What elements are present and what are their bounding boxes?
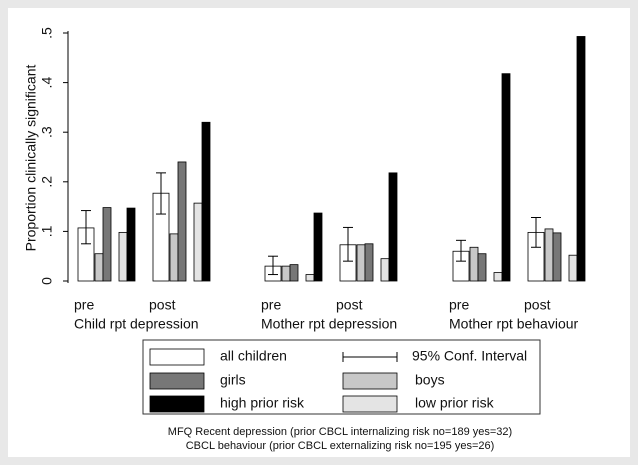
x-tick-label: pre [74, 297, 94, 313]
bar [552, 232, 562, 282]
bar [568, 254, 578, 282]
legend-swatch [342, 372, 398, 390]
legend-label: boys [415, 372, 445, 388]
x-tick-label: post [336, 297, 363, 313]
bar [544, 228, 554, 282]
bar [388, 172, 398, 282]
x-tick-label: post [524, 297, 551, 313]
bar [201, 121, 211, 282]
bar [493, 272, 503, 282]
note: MFQ Recent depression (prior CBCL intern… [168, 426, 512, 438]
legend-box [142, 339, 541, 415]
bar [193, 202, 203, 282]
bar [102, 207, 112, 282]
bar [126, 207, 136, 282]
bar [281, 265, 291, 282]
bar [289, 264, 299, 282]
bar [380, 258, 390, 282]
bar [94, 253, 104, 282]
legend-label: low prior risk [415, 395, 495, 411]
y-axis-label: Proportion clinically significant [23, 65, 39, 252]
bar [177, 161, 187, 282]
bar [469, 246, 479, 282]
y-tick-label: .5 [39, 27, 55, 39]
legend-swatch [342, 395, 398, 413]
group-label: Mother rpt depression [261, 316, 397, 332]
group-label: Mother rpt behaviour [449, 316, 579, 332]
x-tick-label: pre [261, 297, 281, 313]
bar [118, 231, 128, 282]
bar [576, 36, 586, 282]
y-tick-label: 0 [39, 277, 55, 285]
legend-label: girls [220, 372, 246, 388]
y-tick-label: .1 [39, 225, 55, 237]
legend-label: 95% Conf. Interval [412, 348, 527, 364]
note: CBCL behaviour (prior CBCL externalizing… [186, 440, 495, 452]
legend-swatch [149, 395, 205, 413]
bar [501, 73, 511, 282]
bar [169, 233, 179, 282]
bar [305, 274, 315, 282]
legend-label: all children [220, 348, 287, 364]
legend-swatch [149, 372, 205, 390]
x-tick-label: post [149, 297, 176, 313]
y-tick-label: .2 [39, 176, 55, 188]
group-label: Child rpt depression [74, 316, 199, 332]
x-tick-label: pre [449, 297, 469, 313]
y-tick-label: .3 [39, 126, 55, 138]
legend-label: high prior risk [220, 395, 305, 411]
bar [313, 212, 323, 282]
legend-swatch [149, 348, 205, 366]
bar [477, 253, 487, 282]
bar [356, 244, 366, 282]
bar [364, 243, 374, 282]
y-tick-label: .4 [39, 77, 55, 89]
